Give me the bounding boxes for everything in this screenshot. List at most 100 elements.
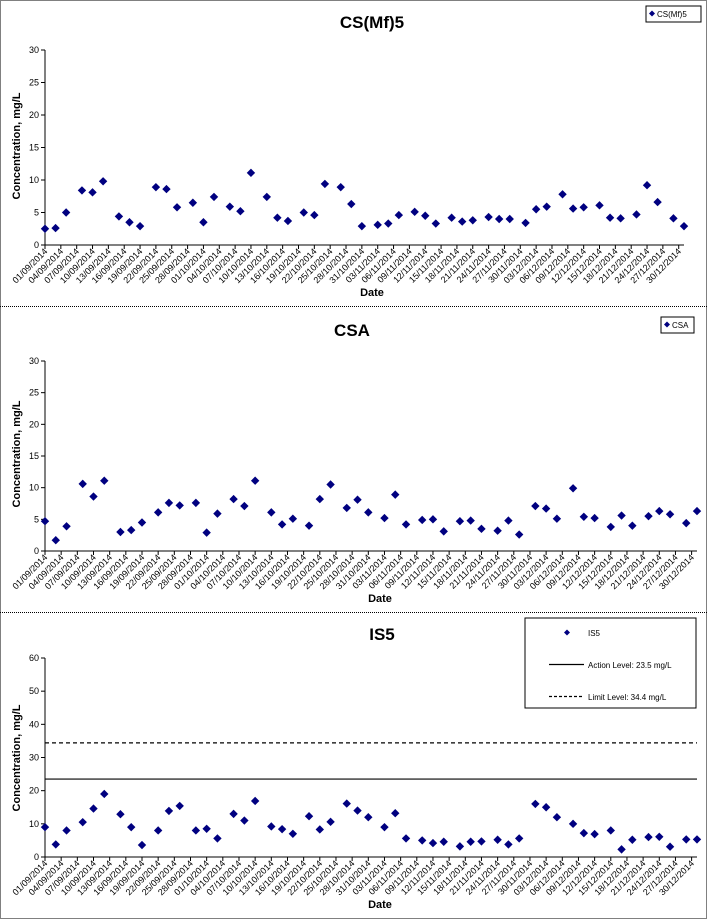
- data-point: [439, 837, 448, 846]
- data-point: [521, 218, 530, 228]
- data-point: [77, 186, 87, 195]
- legend-box: [524, 617, 697, 709]
- data-point: [431, 219, 440, 228]
- legend-label: IS5: [588, 629, 601, 638]
- data-point: [669, 214, 678, 223]
- data-point: [202, 824, 211, 834]
- data-point: [439, 527, 448, 536]
- data-point: [568, 819, 578, 829]
- data-point: [116, 810, 125, 819]
- data-point: [164, 806, 174, 816]
- y-tick-label: 0: [34, 852, 39, 862]
- data-point: [477, 837, 486, 846]
- chart-title: CS(Mf)5: [340, 13, 404, 32]
- data-point: [616, 214, 625, 223]
- data-point: [504, 840, 513, 849]
- data-point: [357, 221, 367, 231]
- data-point: [401, 520, 411, 529]
- data-point: [267, 508, 276, 517]
- data-point: [628, 521, 637, 530]
- data-point: [617, 845, 626, 854]
- data-point: [315, 494, 325, 504]
- data-point: [632, 210, 641, 219]
- data-point: [665, 842, 675, 851]
- data-point: [606, 826, 615, 835]
- data-point: [229, 494, 238, 504]
- x-axis-label: Date: [368, 899, 392, 911]
- y-tick-label: 20: [29, 786, 39, 796]
- data-point: [326, 480, 335, 489]
- data-point: [304, 521, 314, 530]
- data-point: [51, 223, 60, 233]
- data-point: [164, 498, 174, 508]
- data-point: [504, 516, 513, 525]
- data-point: [125, 218, 134, 227]
- y-tick-label: 20: [29, 110, 39, 120]
- data-point: [277, 824, 287, 834]
- y-axis-label: Concentration, mg/L: [11, 704, 23, 811]
- legend-label: Action Level: 23.5 mg/L: [588, 661, 672, 670]
- data-point: [188, 198, 198, 207]
- data-point: [394, 210, 404, 220]
- data-point: [417, 836, 427, 845]
- data-point: [380, 513, 389, 523]
- data-point: [225, 202, 235, 211]
- data-point: [455, 517, 465, 526]
- data-point: [209, 192, 219, 202]
- data-point: [568, 484, 578, 493]
- data-point: [493, 526, 502, 535]
- data-point: [288, 514, 298, 523]
- chart-title: IS5: [369, 625, 395, 644]
- x-axis-label: Date: [360, 287, 384, 299]
- data-point: [326, 817, 335, 827]
- data-point: [468, 216, 477, 225]
- data-point: [250, 476, 260, 485]
- data-point: [98, 177, 108, 186]
- data-point: [682, 835, 691, 844]
- y-tick-label: 5: [34, 208, 39, 218]
- data-point: [162, 184, 171, 194]
- data-point: [336, 182, 345, 192]
- data-point: [40, 517, 50, 526]
- data-point: [137, 518, 147, 527]
- data-point: [466, 516, 475, 525]
- y-tick-label: 10: [29, 483, 39, 493]
- data-point: [644, 511, 653, 521]
- data-point: [447, 213, 456, 222]
- data-point: [642, 181, 652, 190]
- data-point: [116, 527, 125, 537]
- data-point: [78, 479, 87, 489]
- data-point: [484, 212, 493, 222]
- legend-label: CS(Mf)5: [657, 10, 687, 19]
- data-point: [391, 809, 400, 818]
- data-point: [568, 204, 578, 213]
- data-point: [51, 536, 60, 545]
- legend-box: [660, 316, 695, 334]
- data-point: [100, 789, 109, 799]
- data-point: [514, 834, 524, 843]
- legend-label: Limit Level: 34.4 mg/L: [588, 693, 667, 702]
- y-tick-label: 5: [34, 514, 39, 524]
- data-point: [240, 816, 249, 825]
- data-point: [579, 512, 589, 521]
- data-point: [78, 817, 87, 827]
- data-point: [644, 832, 653, 842]
- data-point: [505, 214, 514, 224]
- data-point: [595, 201, 604, 210]
- data-point: [364, 813, 373, 822]
- data-point: [213, 834, 222, 843]
- data-point: [61, 208, 71, 217]
- chart-panel-is5: IS5 Date Concentration, mg/L IS5 Action …: [10, 617, 702, 911]
- data-point: [558, 190, 567, 199]
- data-point: [590, 829, 599, 839]
- data-point: [541, 803, 551, 812]
- data-point: [175, 501, 184, 510]
- data-point: [277, 520, 287, 529]
- y-axis-label: Concentration, mg/L: [11, 92, 23, 199]
- legend-marker-icon: [664, 321, 670, 328]
- data-point: [494, 214, 504, 224]
- y-tick-label: 60: [29, 653, 39, 663]
- y-tick-label: 25: [29, 388, 39, 398]
- data-point: [455, 842, 465, 851]
- data-point: [199, 218, 208, 227]
